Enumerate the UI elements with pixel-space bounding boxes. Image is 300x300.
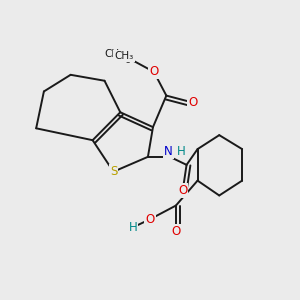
Text: O: O xyxy=(149,65,158,78)
Text: O: O xyxy=(171,225,181,238)
Text: 3: 3 xyxy=(126,56,130,65)
Text: O: O xyxy=(146,213,154,226)
Text: CH₃: CH₃ xyxy=(115,51,134,61)
Text: O: O xyxy=(178,184,187,197)
Text: N: N xyxy=(164,145,173,158)
Text: H: H xyxy=(177,145,186,158)
Text: CH: CH xyxy=(105,49,120,59)
Text: O: O xyxy=(188,96,197,109)
Text: S: S xyxy=(110,165,117,178)
Text: H: H xyxy=(129,221,137,234)
